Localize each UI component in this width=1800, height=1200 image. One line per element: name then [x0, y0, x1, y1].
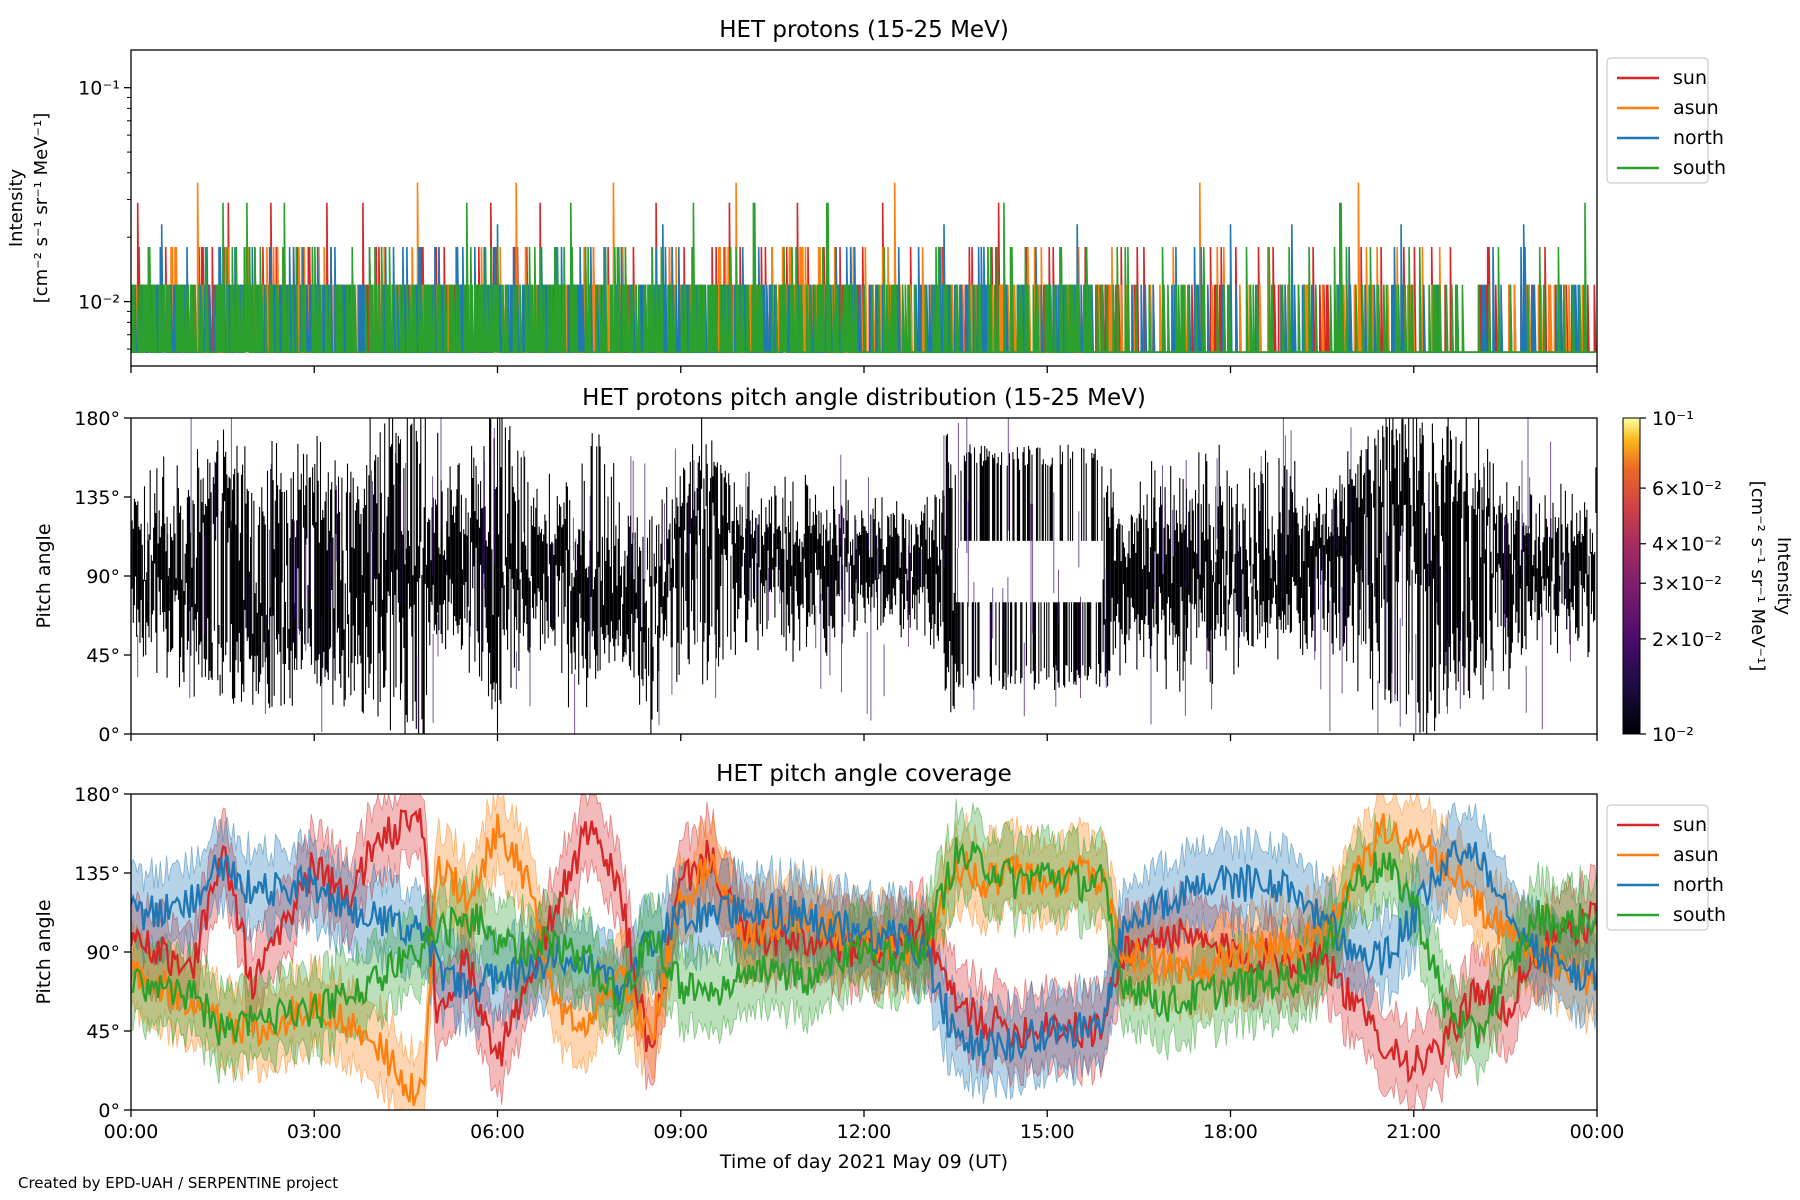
- x-axis-label: Time of day 2021 May 09 (UT): [719, 1151, 1008, 1173]
- colorbar-tick-label: 10⁻²: [1652, 724, 1694, 746]
- colorbar-tick-label: 4×10⁻²: [1652, 534, 1722, 556]
- panel2-heatmap: [131, 418, 1597, 734]
- panel1-legend: sun asun north south: [1606, 57, 1726, 184]
- x-tick-label: 00:00: [1570, 1121, 1625, 1143]
- y-tick-label: 135°: [74, 487, 120, 509]
- panel3-y-axis: 0° 45° 90° 135° 180°: [74, 784, 131, 1122]
- panel3-ylabel: Pitch angle: [33, 899, 55, 1004]
- panel1-y-axis: 10⁻¹ 10⁻²: [78, 78, 131, 350]
- y-tick-label: 45°: [86, 1021, 120, 1043]
- colorbar-gradient: [1622, 417, 1641, 735]
- colorbar-tick-label: 2×10⁻²: [1652, 629, 1722, 651]
- panel-pitch-angle-distribution: HET protons pitch angle distribution (15…: [33, 385, 1794, 746]
- x-tick-label: 15:00: [1020, 1121, 1075, 1143]
- series-south-line: [131, 202, 1596, 353]
- y-tick-label: 180°: [74, 784, 120, 806]
- colorbar-label-line2: [cm⁻² s⁻¹ sr⁻¹ MeV⁻¹]: [1747, 481, 1768, 672]
- y-tick-label: 90°: [86, 942, 120, 964]
- heatmap-cells: [131, 418, 1597, 734]
- series-south-line: [131, 837, 1597, 1049]
- panel1-x-ticks: [130, 366, 1598, 373]
- series-north-line: [131, 839, 1597, 1066]
- panel2-y-axis: 0° 45° 90° 135° 180°: [74, 408, 131, 746]
- y-tick-label: 135°: [74, 863, 120, 885]
- panel3-legend: sun asun north south: [1606, 804, 1726, 931]
- panel3-x-axis: 00:00 03:00 06:00 09:00 12:00 15:00 18:00 21:00…: [104, 1110, 1625, 1143]
- legend-box: [1606, 57, 1709, 184]
- legend-label-sun: sun: [1673, 814, 1707, 836]
- x-tick-label: 12:00: [837, 1121, 892, 1143]
- legend-label-south: south: [1673, 904, 1726, 926]
- y-tick-label: 0°: [98, 724, 120, 746]
- colorbar-label-line1: Intensity: [1773, 537, 1794, 616]
- legend-label-asun: asun: [1673, 97, 1719, 119]
- y-tick-label: 90°: [86, 566, 120, 588]
- legend-label-asun: asun: [1673, 844, 1719, 866]
- panel3-title: HET pitch angle coverage: [716, 761, 1012, 787]
- x-tick-label: 09:00: [653, 1121, 708, 1143]
- panel1-ylabel-line1: Intensity: [6, 168, 27, 247]
- colorbar-tick-label: 6×10⁻²: [1652, 478, 1722, 500]
- panel2-title: HET protons pitch angle distribution (15…: [582, 385, 1146, 411]
- panel3-plot-area: [131, 794, 1597, 1110]
- legend-label-north: north: [1673, 874, 1724, 896]
- panel2-x-ticks: [130, 734, 1598, 741]
- series-sun-band: [131, 794, 1597, 1110]
- legend-label-north: north: [1673, 127, 1724, 149]
- x-tick-label: 06:00: [470, 1121, 525, 1143]
- y-tick-label: 10⁻¹: [78, 78, 120, 100]
- panel1-plot-area: [131, 182, 1597, 353]
- colorbar: 10⁻¹ 6×10⁻² 4×10⁻² 3×10⁻² 2×10⁻² 10⁻² Intensi…: [1622, 408, 1794, 746]
- y-tick-label: 180°: [74, 408, 120, 430]
- colorbar-tick-label: 3×10⁻²: [1652, 573, 1722, 595]
- legend-box: [1606, 804, 1709, 931]
- panel2-ylabel: Pitch angle: [33, 523, 55, 628]
- y-tick-label: 10⁻²: [78, 292, 120, 314]
- colorbar-ticks: 10⁻¹ 6×10⁻² 4×10⁻² 3×10⁻² 2×10⁻² 10⁻²: [1640, 408, 1722, 746]
- y-tick-label: 0°: [98, 1100, 120, 1122]
- panel1-title: HET protons (15-25 MeV): [719, 17, 1009, 43]
- legend-label-south: south: [1673, 157, 1726, 179]
- y-tick-label: 45°: [86, 645, 120, 667]
- heatmap-cells-higher: [137, 418, 1571, 734]
- legend-label-sun: sun: [1673, 67, 1707, 89]
- panel1-ylabel-line2: [cm⁻² s⁻¹ sr⁻¹ MeV⁻¹]: [31, 113, 52, 304]
- x-tick-label: 21:00: [1386, 1121, 1441, 1143]
- credit-text: Created by EPD-UAH / SERPENTINE project: [18, 1174, 339, 1192]
- panel-intensity: HET protons (15-25 MeV) 10⁻¹ 10⁻² Intensi…: [6, 17, 1726, 373]
- x-tick-label: 00:00: [104, 1121, 159, 1143]
- x-tick-label: 18:00: [1203, 1121, 1258, 1143]
- colorbar-tick-label: 10⁻¹: [1652, 408, 1694, 430]
- panel-pitch-angle-coverage: HET pitch angle coverage 0° 45° 90° 135° 180…: [33, 761, 1726, 1173]
- x-tick-label: 03:00: [287, 1121, 342, 1143]
